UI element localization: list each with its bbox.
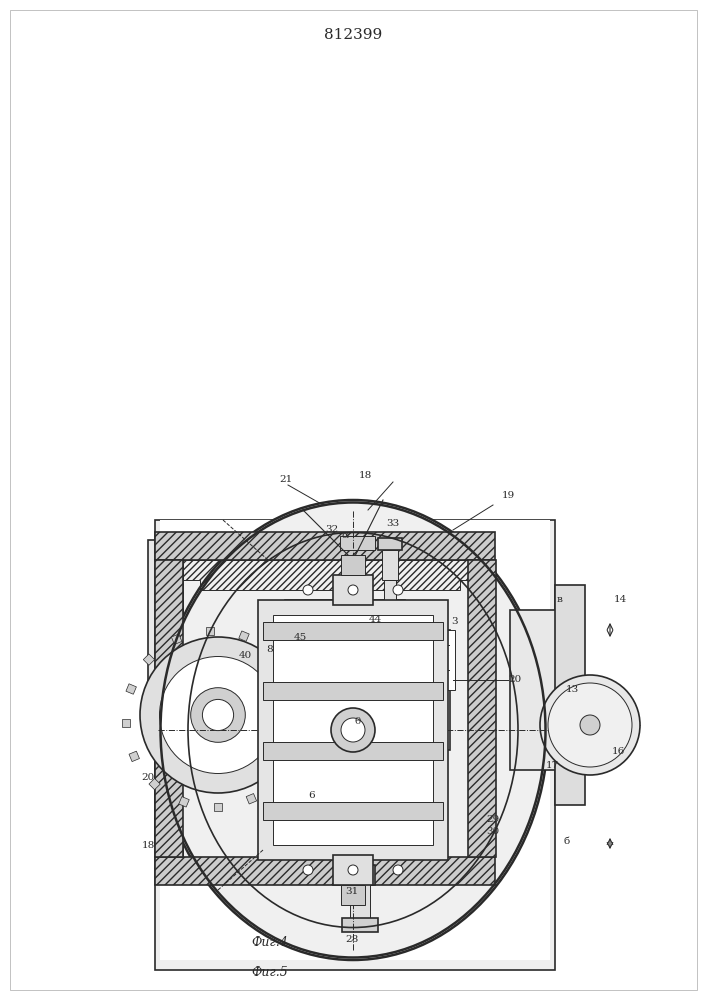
- Text: 40: 40: [238, 650, 252, 660]
- Text: 14: 14: [614, 595, 626, 604]
- Text: 17: 17: [545, 760, 559, 770]
- Bar: [400, 630, 455, 690]
- Text: 3: 3: [452, 617, 458, 626]
- Bar: [246, 794, 257, 804]
- Bar: [382, 550, 398, 580]
- Text: 33: 33: [386, 518, 399, 528]
- Text: 6: 6: [309, 790, 315, 800]
- Bar: [384, 580, 396, 605]
- Bar: [171, 634, 182, 644]
- Bar: [468, 560, 496, 857]
- Text: 30: 30: [486, 828, 500, 836]
- Bar: [122, 719, 130, 727]
- Text: 18: 18: [141, 840, 155, 850]
- Text: 812399: 812399: [324, 28, 382, 42]
- Bar: [263, 802, 443, 820]
- Text: 19: 19: [501, 490, 515, 499]
- Bar: [341, 555, 365, 575]
- Text: 45: 45: [293, 633, 307, 642]
- Circle shape: [202, 699, 233, 731]
- Bar: [214, 803, 222, 811]
- Bar: [555, 585, 585, 805]
- Bar: [378, 538, 402, 550]
- Text: 21: 21: [279, 476, 293, 485]
- Bar: [290, 640, 370, 780]
- Bar: [341, 885, 365, 905]
- Bar: [380, 630, 450, 750]
- Bar: [288, 676, 299, 687]
- Bar: [258, 600, 448, 860]
- Circle shape: [287, 682, 303, 698]
- Bar: [268, 648, 279, 660]
- Bar: [273, 615, 433, 845]
- Bar: [206, 627, 214, 635]
- Bar: [129, 751, 139, 762]
- Text: 32: 32: [325, 526, 339, 534]
- Text: б: б: [564, 838, 570, 846]
- Circle shape: [303, 865, 313, 875]
- Circle shape: [348, 865, 358, 875]
- Text: 28: 28: [346, 936, 358, 944]
- Text: 13: 13: [566, 686, 578, 694]
- Text: θ: θ: [355, 718, 361, 726]
- Circle shape: [331, 708, 375, 752]
- Circle shape: [303, 585, 313, 595]
- Text: 16: 16: [612, 748, 624, 756]
- Bar: [342, 918, 378, 932]
- Text: α: α: [341, 530, 349, 540]
- Circle shape: [341, 718, 365, 742]
- Circle shape: [348, 585, 358, 595]
- Bar: [155, 520, 555, 970]
- Circle shape: [393, 585, 403, 595]
- Circle shape: [160, 656, 276, 774]
- Bar: [298, 711, 306, 719]
- Bar: [333, 575, 373, 605]
- Bar: [183, 560, 468, 857]
- Bar: [263, 622, 443, 640]
- Bar: [510, 610, 570, 770]
- Circle shape: [580, 715, 600, 735]
- Bar: [263, 742, 443, 760]
- Text: 31: 31: [346, 888, 358, 896]
- Bar: [155, 532, 495, 560]
- Bar: [350, 880, 370, 920]
- Bar: [263, 682, 443, 700]
- Circle shape: [548, 683, 632, 767]
- Circle shape: [276, 671, 314, 709]
- Bar: [333, 855, 373, 885]
- Circle shape: [540, 675, 640, 775]
- Bar: [144, 654, 155, 665]
- Bar: [345, 865, 375, 885]
- Bar: [179, 797, 189, 807]
- Bar: [239, 631, 249, 641]
- Bar: [291, 744, 302, 754]
- Bar: [274, 773, 285, 784]
- Text: 44: 44: [368, 615, 382, 624]
- Polygon shape: [148, 540, 510, 860]
- Bar: [160, 520, 550, 960]
- Ellipse shape: [158, 500, 548, 960]
- Bar: [155, 560, 183, 857]
- Circle shape: [191, 688, 245, 742]
- Text: Фиг.4: Фиг.4: [252, 936, 288, 950]
- Text: в: в: [557, 595, 563, 604]
- Bar: [155, 857, 495, 885]
- Bar: [149, 778, 160, 790]
- Circle shape: [393, 865, 403, 875]
- Circle shape: [263, 658, 327, 722]
- Text: 8: 8: [267, 646, 274, 654]
- Bar: [285, 600, 405, 660]
- Text: 29: 29: [486, 816, 500, 824]
- Text: 18: 18: [358, 471, 372, 480]
- Circle shape: [140, 637, 296, 793]
- Text: 20: 20: [141, 774, 155, 782]
- Bar: [126, 684, 136, 694]
- Bar: [340, 536, 375, 550]
- Text: Фиг.5: Фиг.5: [252, 966, 288, 978]
- Text: 20: 20: [508, 676, 522, 684]
